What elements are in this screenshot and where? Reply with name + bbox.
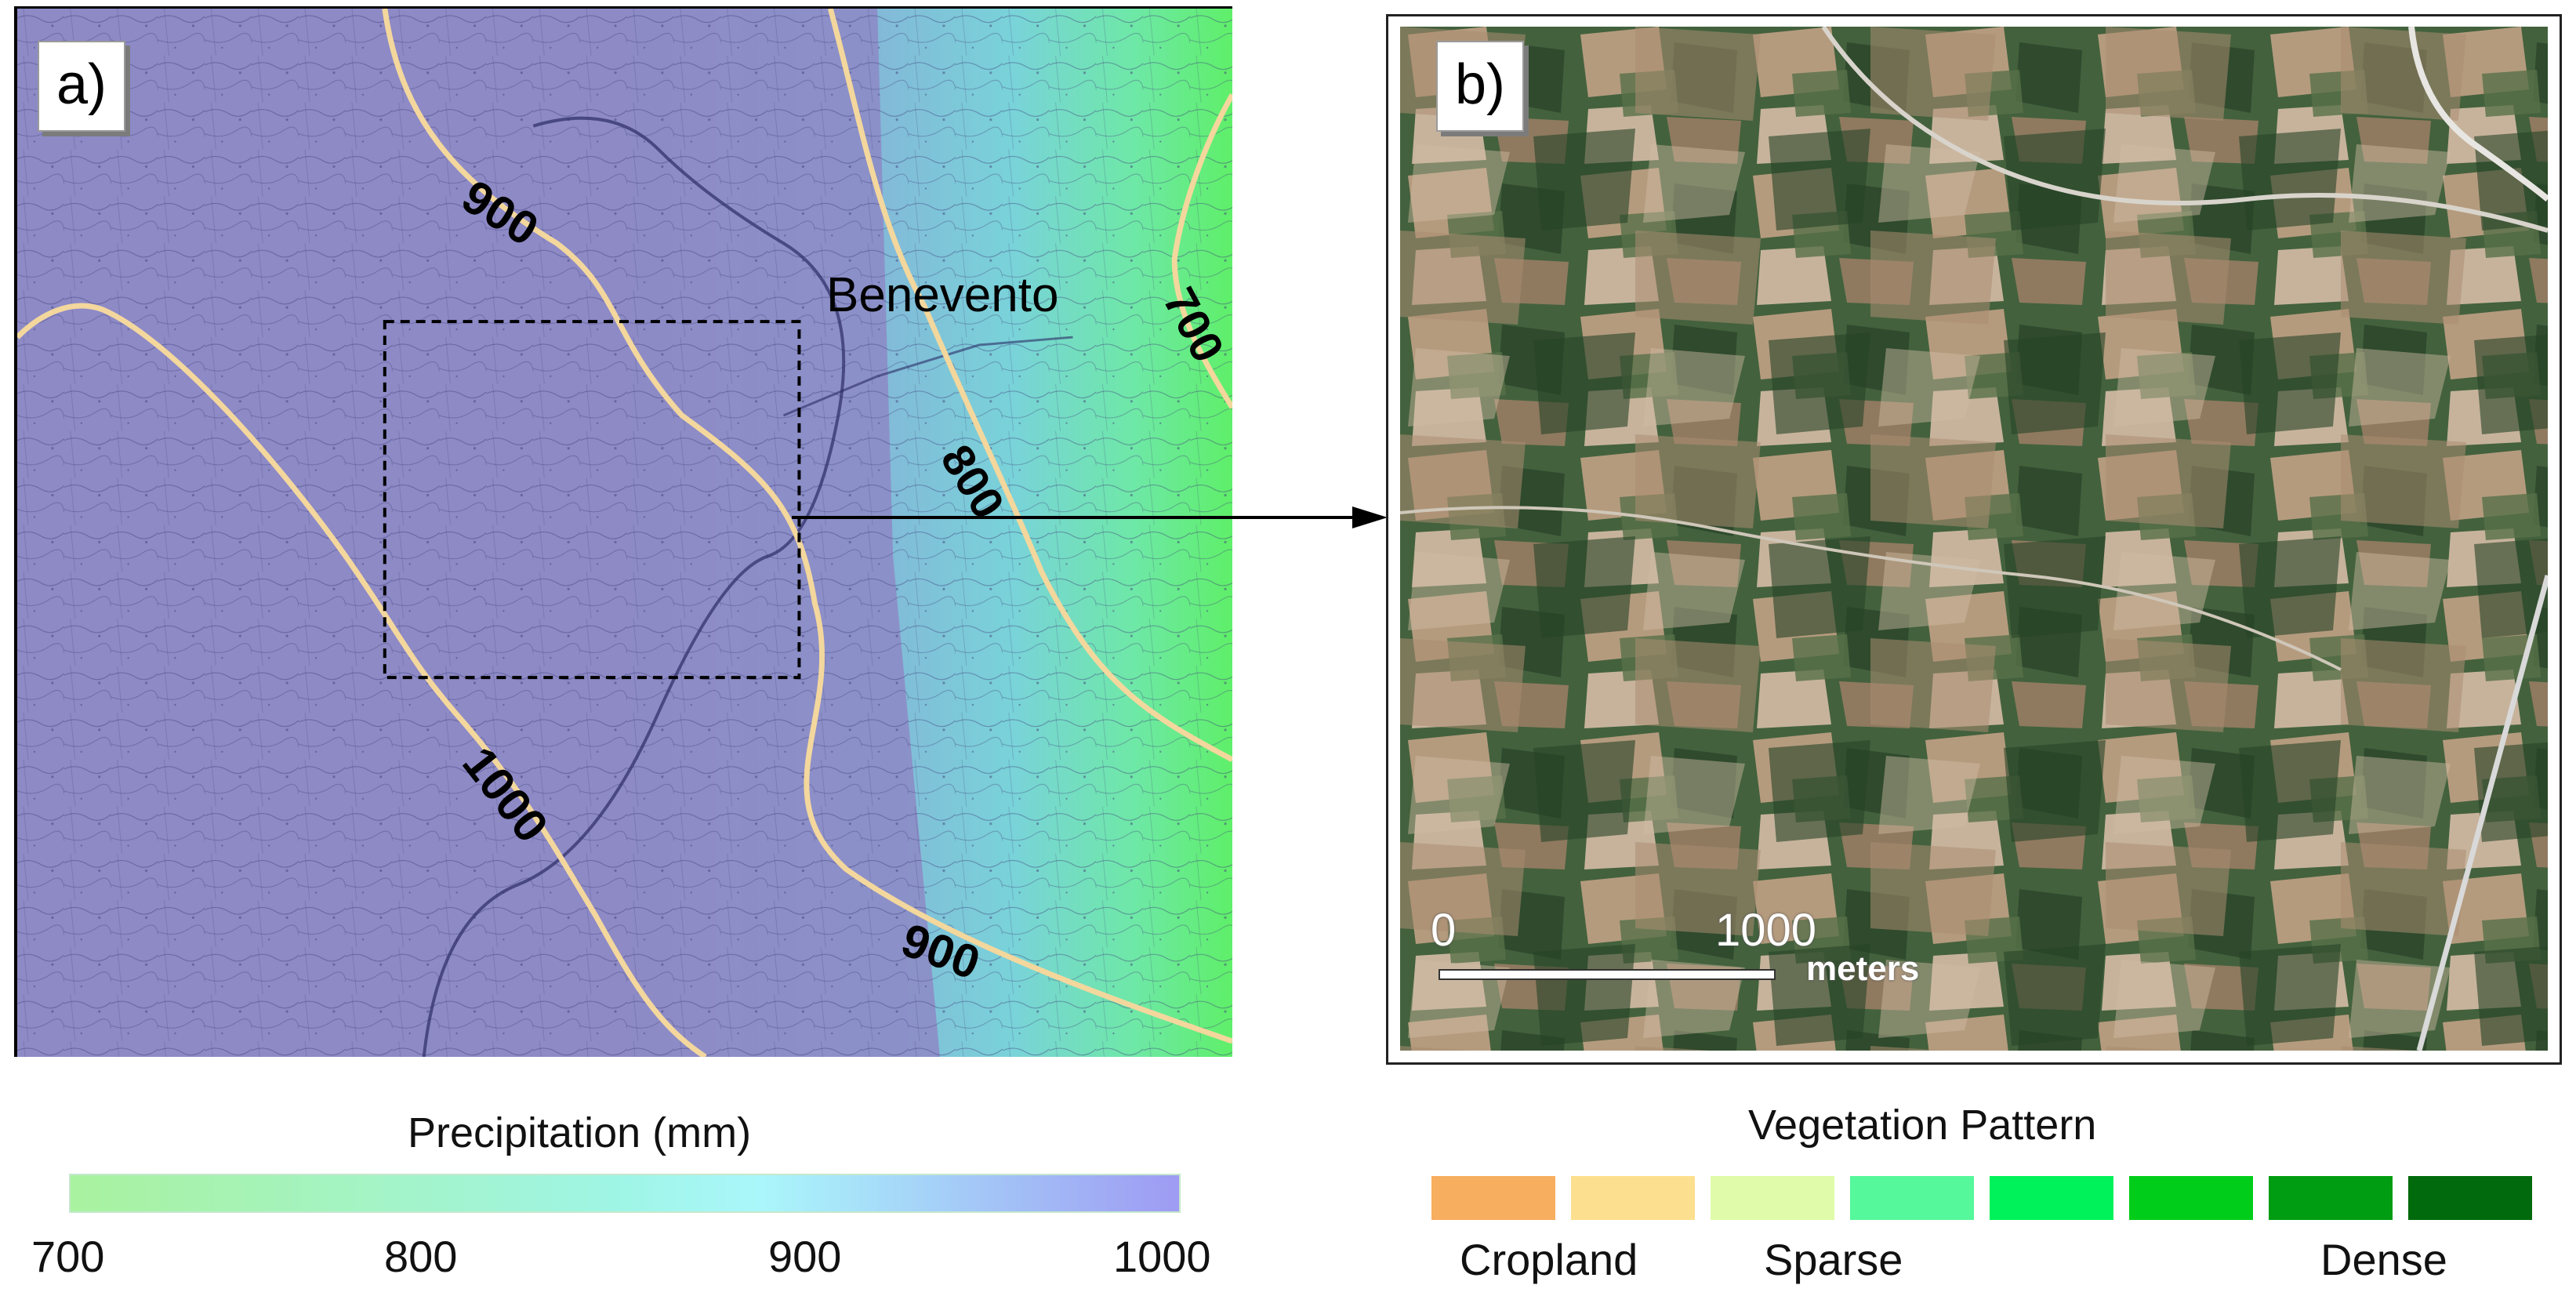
scale-bar <box>1439 969 1776 980</box>
highway <box>2416 575 2548 1051</box>
study-area-box <box>383 320 801 680</box>
precipitation-color-ramp <box>69 1174 1181 1213</box>
road <box>1821 27 2548 233</box>
vegetation-swatch-2 <box>1571 1176 1695 1220</box>
precipitation-tick-1000: 1000 <box>1113 1232 1211 1281</box>
country-road <box>1400 506 2342 671</box>
vegetation-swatch-6 <box>2129 1176 2253 1220</box>
isohyet-700-line <box>1171 93 1232 409</box>
vegetation-label-dense: Dense <box>2320 1235 2447 1284</box>
city-label-benevento: Benevento <box>826 268 1059 322</box>
vegetation-swatch-7 <box>2269 1176 2393 1220</box>
aerial-image <box>1400 27 2548 1051</box>
farmland-overlay <box>1400 27 2548 1051</box>
scale-bar-end: 1000 <box>1715 905 1817 956</box>
isohyet-800-line <box>827 9 1232 762</box>
topographic-base-map <box>17 9 1232 1057</box>
vegetation-label-sparse: Sparse <box>1764 1235 1903 1284</box>
scale-bar-unit: meters <box>1806 949 1920 988</box>
scale-bar-start: 0 <box>1431 905 1457 956</box>
zoom-arrow <box>792 506 1388 528</box>
isohyet-lines <box>17 9 1232 1057</box>
precipitation-legend-title: Precipitation (mm) <box>408 1109 752 1156</box>
map-canvas <box>17 9 1232 1057</box>
vegetation-swatch-3 <box>1711 1176 1834 1220</box>
vegetation-swatch-4 <box>1850 1176 1974 1220</box>
railway <box>782 336 1073 417</box>
vegetation-legend-title: Vegetation Pattern <box>1748 1102 2097 1149</box>
vegetation-swatch-1 <box>1431 1176 1555 1220</box>
panel-b-label: b) <box>1436 41 1525 132</box>
isohyet-900-line <box>382 9 1232 1044</box>
aerial-photo <box>1400 27 2548 1051</box>
isohyet-1000-line <box>17 303 707 1057</box>
precipitation-map: 900 Benevento 700 800 1000 900 <box>14 6 1232 1057</box>
vegetation-label-cropland: Cropland <box>1460 1235 1638 1284</box>
panel-a-label: a) <box>38 41 126 132</box>
precipitation-tick-700: 700 <box>31 1232 105 1281</box>
precipitation-tick-900: 900 <box>768 1232 842 1281</box>
vegetation-swatch-5 <box>1990 1176 2113 1220</box>
main-road <box>2408 27 2548 202</box>
vegetation-swatch-8 <box>2408 1176 2532 1220</box>
precipitation-tick-800: 800 <box>384 1232 458 1281</box>
